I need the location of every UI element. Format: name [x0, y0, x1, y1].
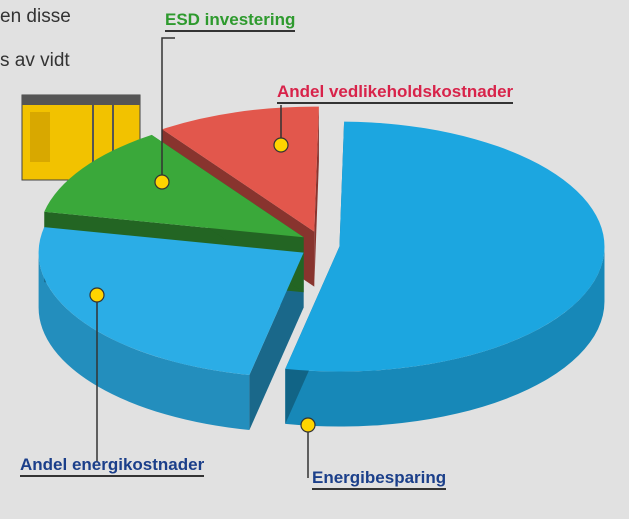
leader-dot [155, 175, 169, 189]
page: en disse s av vidt ESD investering Andel… [0, 0, 629, 519]
leader-dot [301, 418, 315, 432]
slice-label: Energibesparing [312, 468, 446, 490]
body-text: s av vidt [0, 50, 70, 72]
body-text: en disse [0, 6, 71, 28]
slice-label: Andel vedlikeholdskostnader [277, 82, 513, 104]
chart [0, 0, 629, 519]
slice-label: ESD investering [165, 10, 295, 32]
slice-label: Andel energikostnader [20, 455, 204, 477]
leader-dot [274, 138, 288, 152]
leader-dot [90, 288, 104, 302]
